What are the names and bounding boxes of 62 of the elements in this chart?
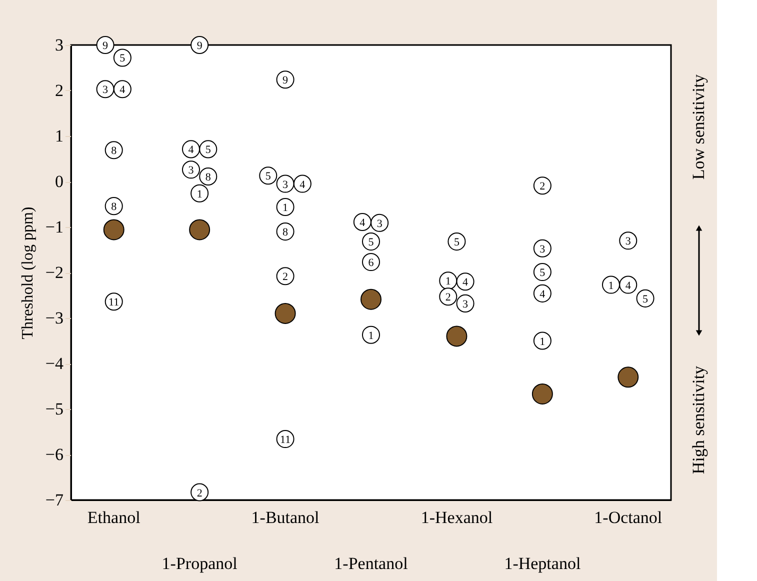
text: 5 [120,52,126,65]
text: 9 [196,40,202,52]
y-tick-label: −4 [45,354,64,373]
y-tick-label: 1 [55,126,64,146]
text: 1 [282,202,288,214]
y-tick-label: 3 [55,36,64,54]
series-label: 8 [282,226,289,239]
y-tick-label: 0 [55,172,64,191]
text: 3 [462,298,468,310]
text: 5 [205,144,211,156]
text: 4 [120,84,126,96]
series-label: 4 [300,178,306,191]
text: 3 [282,178,288,191]
text: 3 [188,164,194,177]
text: 5 [368,236,374,249]
series-label: 3 [625,236,632,248]
text: 2 [540,180,546,193]
text: 4 [540,288,546,300]
text: 1 [608,280,614,292]
x-tick-label: 1-Pentanol [334,554,408,573]
series-label: 2 [196,487,202,500]
text: 5 [540,267,546,280]
x-tick-label: 1-Butanol [251,508,320,527]
y-tick-label: −1 [45,218,64,236]
y-tick-label: −7 [45,490,64,510]
series-label: 11 [280,434,291,446]
text: 3 [102,84,108,96]
text: 2 [282,271,288,284]
text: 4 [188,144,194,156]
text: 4 [360,216,366,229]
text: High sensitivity [689,365,708,474]
x-tick-label: 1-Propanol [162,554,238,573]
series-label: 1 [196,188,202,200]
text: 4 [462,276,468,289]
text: 3 [376,218,382,230]
text: 1 [368,330,374,342]
text: 1 [445,276,451,288]
text: 3 [540,243,546,256]
series-label: 9 [102,40,109,52]
x-tick-label: 1-Hexanol [420,508,493,527]
text: 4 [625,280,631,292]
x-tick-label: Ethanol [87,508,141,527]
y-tick-label: −2 [45,263,64,282]
text: 1 [540,336,546,348]
text: 8 [205,171,211,184]
y-tick-label: −6 [45,445,64,464]
text: 9 [282,74,288,87]
y-tick-label: −5 [45,400,64,418]
text: 2 [445,292,451,304]
y-tick-label: −3 [45,308,64,328]
text: 8 [111,201,117,214]
series-label: 5 [265,170,272,183]
y-tick-label: 2 [55,81,64,100]
text: Low sensitivity [689,74,708,180]
text: 8 [111,145,117,158]
text: 11 [108,296,120,309]
x-tick-label: 1-Octanol [594,508,662,527]
text: 5 [454,236,460,249]
y-axis-title: Threshold (log ppm) [19,206,36,340]
x-tick-label: 1-Heptanol [504,554,581,573]
series-label: 6 [368,257,374,270]
text: 5 [642,293,648,306]
